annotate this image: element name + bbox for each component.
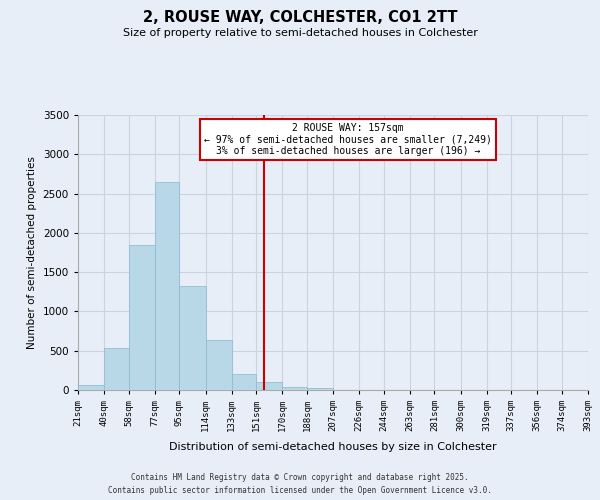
Bar xyxy=(129,244,155,390)
Bar xyxy=(282,387,307,390)
Text: Size of property relative to semi-detached houses in Colchester: Size of property relative to semi-detach… xyxy=(122,28,478,38)
Bar xyxy=(104,348,129,390)
Bar xyxy=(78,386,104,390)
Text: 2 ROUSE WAY: 157sqm
← 97% of semi-detached houses are smaller (7,249)
3% of semi: 2 ROUSE WAY: 157sqm ← 97% of semi-detach… xyxy=(205,123,492,156)
Bar xyxy=(155,182,179,390)
Text: 2, ROUSE WAY, COLCHESTER, CO1 2TT: 2, ROUSE WAY, COLCHESTER, CO1 2TT xyxy=(143,10,457,25)
Bar xyxy=(232,374,256,390)
Text: Contains public sector information licensed under the Open Government Licence v3: Contains public sector information licen… xyxy=(108,486,492,495)
Text: Distribution of semi-detached houses by size in Colchester: Distribution of semi-detached houses by … xyxy=(169,442,497,452)
Text: Contains HM Land Registry data © Crown copyright and database right 2025.: Contains HM Land Registry data © Crown c… xyxy=(131,472,469,482)
Y-axis label: Number of semi-detached properties: Number of semi-detached properties xyxy=(27,156,37,349)
Bar xyxy=(256,382,282,390)
Bar xyxy=(205,340,232,390)
Bar xyxy=(179,286,205,390)
Bar xyxy=(307,388,333,390)
